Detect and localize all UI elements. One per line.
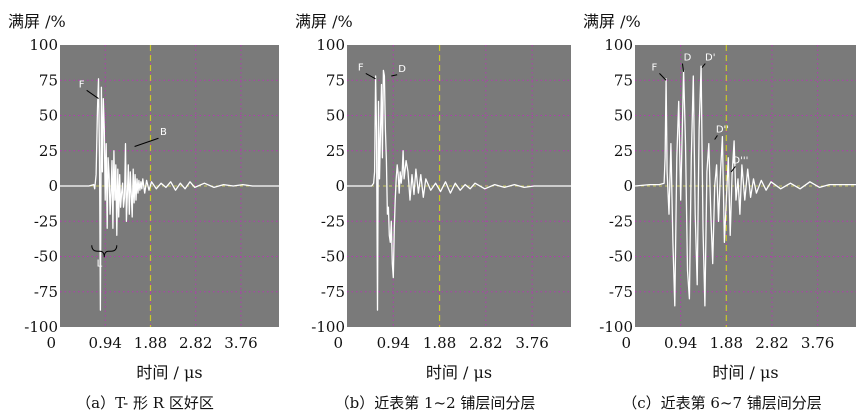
x-tick-label: 2.82 xyxy=(755,334,788,352)
x-axis-title: 时间 / μs xyxy=(426,363,492,382)
y-tick-label: -50 xyxy=(34,248,58,266)
y-tick-label: 75 xyxy=(39,71,58,89)
y-tick-label: -25 xyxy=(609,212,633,230)
panel-caption: （c）近表第 6~7 铺层间分层 xyxy=(622,394,822,412)
annotation-label: F xyxy=(358,62,364,73)
annotation-leader xyxy=(365,72,376,80)
y-tick-label: -100 xyxy=(599,318,633,336)
annotation-label: D xyxy=(684,53,692,64)
signal-series xyxy=(347,69,571,311)
x-tick-label: 1.88 xyxy=(134,334,167,352)
annotation-label: L xyxy=(97,258,103,269)
y-tick-label: 100 xyxy=(316,36,345,54)
annotation-label: F xyxy=(652,62,658,73)
x-tick-label: 1.88 xyxy=(423,334,456,352)
x-axis-title: 时间 / μs xyxy=(136,363,202,382)
y-tick-label: 50 xyxy=(326,107,345,125)
x-axis-title: 时间 / μs xyxy=(712,363,778,382)
annotation-leader xyxy=(86,89,99,99)
y-tick-label: 50 xyxy=(614,107,633,125)
annotation-label: D' xyxy=(705,53,715,64)
annotation-leader xyxy=(681,63,685,72)
x-tick-label: 3.76 xyxy=(224,334,257,352)
x-tick-label: 0 xyxy=(621,334,631,352)
x-tick-label: 0 xyxy=(333,334,343,352)
y-axis-title: 满屏 /% xyxy=(8,12,66,31)
annotation-leader xyxy=(701,63,706,68)
annotation-label: B xyxy=(160,127,167,138)
signal-series xyxy=(634,65,856,307)
y-tick-label: 25 xyxy=(614,142,633,160)
annotation-leader xyxy=(134,137,159,147)
y-tick-label: -25 xyxy=(34,212,58,230)
annotation-label: F xyxy=(79,79,85,90)
y-tick-label: -100 xyxy=(311,318,345,336)
x-tick-label: 0 xyxy=(46,334,56,352)
y-tick-label: 75 xyxy=(326,71,345,89)
annotation-label: D'' xyxy=(716,124,729,135)
y-tick-label: 75 xyxy=(614,71,633,89)
annotation-leader xyxy=(659,73,667,81)
y-tick-label: -100 xyxy=(24,318,58,336)
y-tick-label: -25 xyxy=(321,212,345,230)
y-axis-title: 满屏 /% xyxy=(583,12,641,31)
annotation-leader xyxy=(714,135,718,140)
x-tick-label: 2.82 xyxy=(469,334,502,352)
signal-series xyxy=(60,78,279,311)
x-tick-label: 1.88 xyxy=(710,334,743,352)
panel-caption: （b）近表第 1~2 铺层间分层 xyxy=(335,394,536,412)
y-tick-label: -75 xyxy=(34,283,58,301)
y-tick-label: 100 xyxy=(29,36,58,54)
y-tick-label: 0 xyxy=(48,177,58,195)
x-tick-label: 2.82 xyxy=(179,334,212,352)
y-tick-label: -50 xyxy=(321,248,345,266)
y-axis-title: 满屏 /% xyxy=(295,12,353,31)
annotation-leader xyxy=(730,166,736,173)
x-tick-label: 3.76 xyxy=(801,334,834,352)
y-tick-label: -75 xyxy=(609,283,633,301)
y-tick-label: -75 xyxy=(321,283,345,301)
annotation-label: D xyxy=(398,64,406,75)
x-tick-label: 3.76 xyxy=(515,334,548,352)
annotation-label: D''' xyxy=(732,155,748,166)
y-tick-label: 0 xyxy=(623,177,633,195)
x-tick-label: 0.94 xyxy=(664,334,697,352)
y-tick-label: -50 xyxy=(609,248,633,266)
x-tick-label: 0.94 xyxy=(377,334,410,352)
x-tick-label: 0.94 xyxy=(89,334,122,352)
y-tick-label: 100 xyxy=(604,36,633,54)
panel-caption: （a）T- 形 R 区好区 xyxy=(76,394,214,412)
annotation-brace xyxy=(91,245,118,258)
annotation-leader xyxy=(391,74,398,77)
y-tick-label: 25 xyxy=(39,142,58,160)
y-tick-label: 50 xyxy=(39,107,58,125)
chart-panel-3: 满屏 /%FD D'D''D'''1007550250-25-50-75-1000… xyxy=(583,12,856,412)
y-tick-label: 25 xyxy=(326,142,345,160)
y-tick-label: 0 xyxy=(335,177,345,195)
